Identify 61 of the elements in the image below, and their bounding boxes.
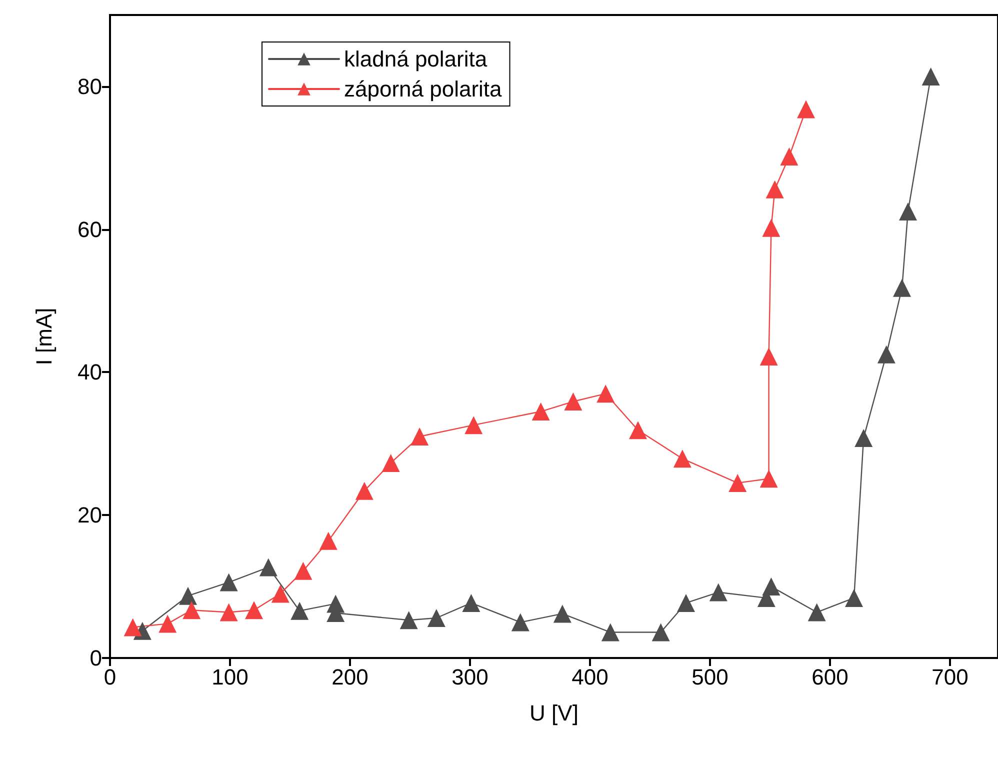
- point: [220, 573, 238, 592]
- point: [553, 604, 572, 623]
- point: [899, 202, 917, 220]
- point: [124, 618, 142, 636]
- point: [294, 562, 312, 580]
- point: [511, 613, 530, 632]
- x-tick-label: 300: [452, 664, 488, 690]
- y-tick-label: 40: [78, 360, 102, 385]
- point: [780, 147, 798, 166]
- point: [427, 608, 446, 627]
- point: [797, 100, 815, 118]
- point: [532, 402, 550, 421]
- y-tick-label: 60: [78, 216, 102, 242]
- point: [410, 428, 429, 446]
- y-tick-label: 20: [78, 502, 102, 528]
- point: [893, 278, 911, 297]
- point: [652, 623, 670, 642]
- point: [877, 345, 896, 364]
- x-tick-label: 600: [812, 664, 848, 690]
- point: [319, 532, 338, 550]
- point: [854, 428, 873, 447]
- point: [808, 603, 826, 622]
- point: [677, 594, 695, 612]
- point: [382, 454, 400, 472]
- point: [464, 416, 483, 434]
- x-tick-label: 700: [932, 664, 968, 690]
- point: [355, 482, 374, 500]
- y-tick-label: 80: [78, 74, 102, 99]
- point: [922, 67, 940, 86]
- y-axis-title: I [mA]: [32, 308, 56, 366]
- point: [271, 584, 290, 603]
- point: [845, 588, 863, 607]
- x-tick-label: 500: [692, 664, 728, 690]
- point: [762, 218, 780, 237]
- point: [259, 558, 278, 576]
- point: [158, 614, 177, 633]
- x-tick-label: 100: [212, 664, 248, 690]
- point: [629, 421, 647, 440]
- point: [601, 623, 620, 642]
- legend-label: záporná polarita: [344, 76, 503, 102]
- point: [179, 586, 197, 605]
- point: [673, 450, 692, 468]
- y-tick-label: 0: [90, 646, 102, 670]
- point: [290, 602, 309, 620]
- point: [762, 578, 780, 596]
- point: [760, 470, 778, 488]
- x-tick-label: 400: [572, 664, 608, 690]
- x-tick-label: 200: [332, 664, 368, 690]
- point: [766, 180, 784, 198]
- point: [400, 611, 418, 630]
- point: [596, 384, 615, 403]
- point: [760, 348, 778, 366]
- point: [728, 474, 747, 492]
- legend-label: kladná polarita: [344, 46, 488, 72]
- point: [245, 601, 263, 620]
- point: [220, 603, 238, 622]
- point: [564, 392, 582, 411]
- point: [462, 594, 480, 612]
- x-axis-title: U [V]: [530, 700, 578, 726]
- point: [182, 601, 201, 620]
- point: [709, 583, 728, 602]
